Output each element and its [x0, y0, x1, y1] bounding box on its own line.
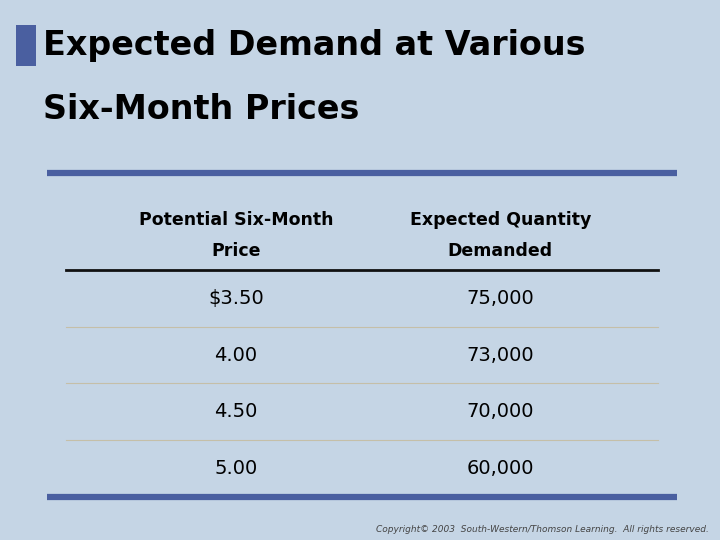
Text: Demanded: Demanded — [448, 242, 553, 260]
Text: Expected Demand at Various: Expected Demand at Various — [43, 29, 586, 62]
Text: Six-Month Prices: Six-Month Prices — [43, 93, 360, 126]
Text: 4.50: 4.50 — [214, 402, 258, 421]
Bar — [17, 24, 36, 66]
Text: Potential Six-Month: Potential Six-Month — [138, 211, 333, 229]
Text: 70,000: 70,000 — [467, 402, 534, 421]
Text: Expected Quantity: Expected Quantity — [410, 211, 591, 229]
Text: 4.00: 4.00 — [215, 346, 257, 365]
Text: 60,000: 60,000 — [467, 459, 534, 478]
Text: Copyright© 2003  South-Western/Thomson Learning.  All rights reserved.: Copyright© 2003 South-Western/Thomson Le… — [377, 524, 709, 534]
Text: 5.00: 5.00 — [214, 459, 258, 478]
Text: 75,000: 75,000 — [467, 289, 534, 308]
Text: $3.50: $3.50 — [208, 289, 264, 308]
Text: 73,000: 73,000 — [467, 346, 534, 365]
Text: Price: Price — [211, 242, 261, 260]
